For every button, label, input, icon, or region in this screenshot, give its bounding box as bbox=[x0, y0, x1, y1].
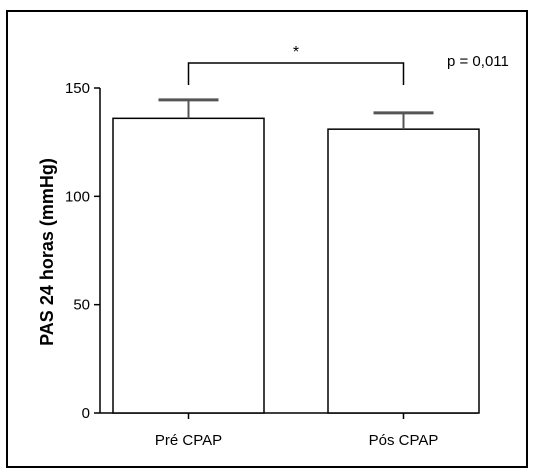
y-tick-label: 150 bbox=[65, 80, 90, 97]
y-tick-label: 100 bbox=[65, 188, 90, 205]
error-bars bbox=[158, 98, 434, 130]
p-value-annotation: p = 0,011 bbox=[447, 53, 509, 70]
significance-star: * bbox=[293, 44, 299, 61]
x-category-label: Pós CPAP bbox=[369, 432, 439, 449]
y-tick-label: 50 bbox=[73, 297, 90, 314]
y-ticks: 0 50 100 150 bbox=[65, 80, 100, 422]
y-tick-label: 0 bbox=[82, 405, 90, 422]
significance-bracket-line bbox=[187, 62, 405, 85]
bars bbox=[112, 117, 480, 414]
y-axis-label: PAS 24 horas (mmHg) bbox=[37, 158, 57, 346]
bar bbox=[327, 128, 480, 414]
x-category-labels: Pré CPAP Pós CPAP bbox=[155, 413, 439, 449]
bar bbox=[112, 117, 265, 414]
x-category-label: Pré CPAP bbox=[155, 432, 222, 449]
significance-bracket: * bbox=[187, 44, 405, 85]
